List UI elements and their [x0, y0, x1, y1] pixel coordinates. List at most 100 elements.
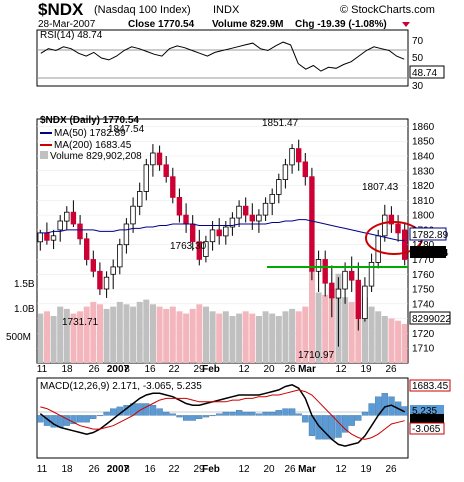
x-axis-label-bottom: 16 — [144, 464, 156, 475]
rsi-panel: RSI(14) 48.74 70 50 30 48.74 — [36, 29, 445, 92]
macd-histogram-bar — [249, 411, 256, 416]
macd-histogram-bar — [143, 403, 150, 416]
x-axis-label-bottom: 26 — [88, 464, 100, 475]
macd-histogram-bar — [90, 415, 97, 419]
x-axis-label-bottom: 22 — [168, 464, 180, 475]
candle-body — [50, 235, 57, 241]
candle-body — [256, 214, 262, 222]
price-tick-label: 1760 — [412, 270, 435, 281]
macd-histogram-bar — [136, 403, 143, 416]
volume-bar — [83, 306, 90, 363]
x-axis-label-bottom: 26 — [284, 464, 296, 475]
x-axis-label-bottom: 2007 — [107, 464, 130, 475]
volume-bar — [282, 311, 289, 363]
macd-histogram-bar — [322, 415, 329, 440]
volume-bar — [216, 313, 223, 363]
volume-tick-1-5b: 1.5B — [14, 279, 35, 290]
candle-body — [362, 285, 368, 320]
candle-body — [103, 276, 110, 290]
x-axis-label-top: 26 — [88, 364, 100, 375]
volume-bar — [183, 313, 190, 363]
candle-body — [401, 229, 408, 260]
macd-histogram-bar — [189, 415, 196, 421]
x-axis-label-top: 11 — [37, 364, 48, 375]
x-axis-label-top: 12 — [238, 364, 250, 375]
volume-bar — [103, 308, 110, 363]
price-tick-label: 1810 — [412, 196, 435, 207]
signal-line — [40, 389, 405, 440]
macd-tag-macd — [410, 414, 444, 425]
x-axis-label-top: 8 — [124, 364, 130, 375]
volume-bar — [289, 308, 296, 363]
macd-histogram-bar — [70, 415, 77, 425]
x-axis-label-top: 26 — [284, 364, 296, 375]
volume-bar — [203, 306, 209, 363]
volume-bar — [401, 324, 408, 363]
x-axis-label-top: 29 — [193, 364, 205, 375]
ma50-legend: MA(50) 1782.89 — [54, 128, 126, 139]
ma50-value-tag — [409, 227, 447, 241]
volume-bar — [249, 313, 256, 363]
candle-body — [37, 232, 43, 243]
candle-body — [276, 179, 282, 195]
macd-line — [39, 384, 406, 447]
candle-body — [236, 205, 242, 219]
price-tick-label: 1780 — [412, 240, 435, 251]
macd-tag-signal — [409, 422, 445, 435]
macd-histogram-bar — [302, 415, 309, 423]
macd-histogram-bar — [229, 411, 236, 416]
macd-histogram-bar — [295, 413, 302, 416]
macd-histogram-bar — [242, 411, 249, 416]
volume-bar — [150, 304, 156, 364]
candle-body — [44, 232, 50, 241]
candle-body — [189, 223, 196, 243]
macd-histogram-bar — [149, 405, 157, 416]
volume-bar — [368, 306, 375, 363]
volume-label: Volume 829.9M — [212, 19, 284, 30]
ma50-value-label: 1782.89 — [412, 230, 449, 241]
volume-bar — [262, 311, 269, 363]
macd-histogram-bar — [216, 413, 223, 416]
x-axis-label-bottom: Mar — [298, 464, 316, 475]
symbol-title: $NDX — [38, 0, 84, 19]
volume-bar — [275, 316, 282, 363]
close-value-tag — [410, 246, 446, 258]
macd-histogram-bar — [255, 413, 263, 416]
volume-bar — [209, 311, 216, 363]
candle-body — [355, 279, 361, 320]
price-tick-label: 1740 — [412, 299, 435, 310]
x-axis-label-top: 22 — [168, 364, 180, 375]
candle-body — [302, 161, 308, 178]
x-axis-label-bottom: Feb — [202, 464, 220, 475]
x-axis-label-top: 12 — [335, 364, 347, 375]
volume-legend-swatch — [40, 151, 48, 159]
volume-bar — [123, 304, 130, 364]
macd-histogram-bar — [96, 415, 104, 417]
volume-bar — [70, 313, 77, 363]
candle-body — [209, 229, 216, 243]
volume-bar — [44, 311, 50, 363]
volume-bar — [130, 306, 137, 363]
price-panel: $NDX (Daily) 1770.54 MA(50) 1782.89 MA(2… — [6, 115, 451, 430]
watermark: © StockCharts.com — [340, 4, 435, 16]
price-legend: $NDX (Daily) 1770.54 MA(50) 1782.89 MA(2… — [40, 115, 142, 162]
rsi-tick-50: 50 — [412, 53, 424, 64]
macd-histogram-bar — [110, 408, 117, 416]
macd-histogram-bar — [328, 415, 335, 440]
x-axis-label-bottom: 19 — [360, 464, 372, 475]
ma50-line — [40, 219, 405, 241]
volume-bar — [388, 318, 395, 363]
candle-body — [183, 214, 189, 225]
x-axis-label-bottom: 20 — [263, 464, 275, 475]
macd-histogram-bar — [163, 411, 170, 416]
candle-body — [203, 241, 209, 257]
candle-body — [223, 226, 229, 237]
annotation-1710: 1710.97 — [298, 350, 335, 361]
macd-histogram-bar — [196, 415, 203, 419]
volume-bar — [348, 301, 355, 363]
candle-body — [123, 223, 130, 246]
volume-value-label: 8299022 — [412, 314, 451, 325]
macd-histogram-bar — [269, 411, 276, 416]
candle-body — [309, 176, 315, 272]
